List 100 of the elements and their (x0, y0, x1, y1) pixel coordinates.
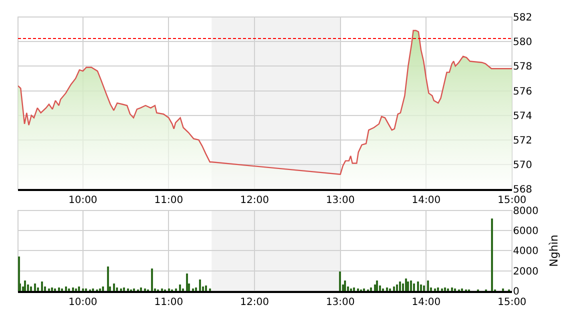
bar (420, 284, 422, 291)
bar (85, 288, 87, 291)
bar (199, 279, 201, 291)
bar (82, 288, 84, 291)
y-tick-label: 4000 (513, 246, 538, 258)
bar (344, 280, 346, 291)
bar (58, 287, 60, 291)
bar (161, 288, 163, 291)
bar (186, 273, 188, 291)
x-tick-label: 14:00 (412, 296, 441, 308)
bar (68, 288, 70, 291)
y-tick-label: 568 (513, 184, 532, 196)
bar (75, 288, 77, 291)
bar (454, 288, 456, 291)
bar (370, 287, 372, 291)
bar (363, 288, 365, 291)
x-tick-label: 13:00 (326, 296, 355, 308)
bar (339, 271, 341, 291)
bar (116, 287, 118, 291)
bar (447, 288, 449, 291)
bar (30, 286, 32, 291)
x-tick-label: 14:00 (412, 194, 441, 206)
bar (127, 288, 129, 291)
bar (102, 286, 104, 291)
bar (386, 287, 388, 291)
y-tick-label: 578 (513, 62, 532, 73)
bar (374, 284, 376, 291)
bar (92, 288, 94, 291)
bar (54, 288, 56, 291)
x-tick-label: 15:00 (498, 194, 526, 206)
bar (41, 281, 43, 291)
bar (78, 286, 80, 291)
bar (123, 287, 125, 291)
y-tick-label: 572 (513, 135, 532, 146)
x-tick-label: 12:00 (240, 194, 269, 206)
x-tick-label: 12:00 (240, 296, 269, 308)
bar (434, 288, 436, 291)
bar (441, 288, 443, 291)
bar (72, 287, 74, 291)
bar (461, 288, 463, 291)
bar (140, 287, 142, 291)
bar (48, 288, 50, 291)
bar (192, 288, 194, 291)
bar (417, 281, 419, 291)
bar (65, 286, 67, 291)
bar (444, 287, 446, 291)
bar (350, 288, 352, 291)
bar (413, 283, 415, 291)
x-tick-label: 11:00 (154, 194, 184, 206)
bar (144, 288, 146, 291)
y-axis-title: Nghìn (548, 234, 561, 267)
bar (389, 288, 391, 291)
bar (24, 280, 26, 291)
x-tick-label: 10:00 (68, 296, 98, 308)
bar (427, 280, 429, 291)
bar (405, 278, 407, 291)
y-tick-label: 576 (513, 86, 532, 98)
bar (382, 288, 384, 291)
bar (133, 288, 135, 291)
x-tick-label: 11:00 (154, 296, 184, 308)
bar (179, 284, 181, 291)
bar (27, 284, 29, 291)
bar (353, 287, 355, 291)
bar (51, 287, 53, 291)
bar (107, 266, 109, 291)
y-tick-label: 2000 (513, 266, 538, 278)
bar (357, 288, 359, 291)
bar (151, 268, 153, 291)
bar (205, 285, 207, 291)
bar (437, 287, 439, 291)
bar (393, 286, 395, 291)
bar (410, 280, 412, 291)
bar (195, 287, 197, 291)
bar (61, 288, 63, 291)
bar (34, 283, 36, 291)
y-tick-label: 580 (513, 37, 532, 48)
bar (99, 288, 101, 291)
x-tick-label: 13:00 (326, 194, 355, 206)
y-tick-label: 8000 (513, 206, 538, 217)
bar (120, 288, 122, 291)
bar (451, 287, 453, 291)
bar (407, 281, 409, 291)
bar (502, 288, 504, 291)
x-tick-label: 15:00 (498, 296, 526, 308)
bar (182, 288, 184, 291)
y-tick-label: 582 (513, 12, 532, 24)
bar (399, 281, 401, 291)
y-tick-label: 574 (513, 110, 532, 122)
bar (37, 287, 39, 291)
y-tick-label: 6000 (513, 226, 538, 238)
bar (113, 283, 115, 291)
bar (396, 284, 398, 291)
bar (168, 288, 170, 291)
bar (376, 280, 378, 291)
x-tick-label: 10:00 (68, 194, 98, 206)
bar (209, 288, 211, 291)
bar (423, 285, 425, 291)
bar (175, 288, 177, 291)
y-tick-label: 570 (513, 160, 532, 171)
bar (491, 218, 493, 291)
